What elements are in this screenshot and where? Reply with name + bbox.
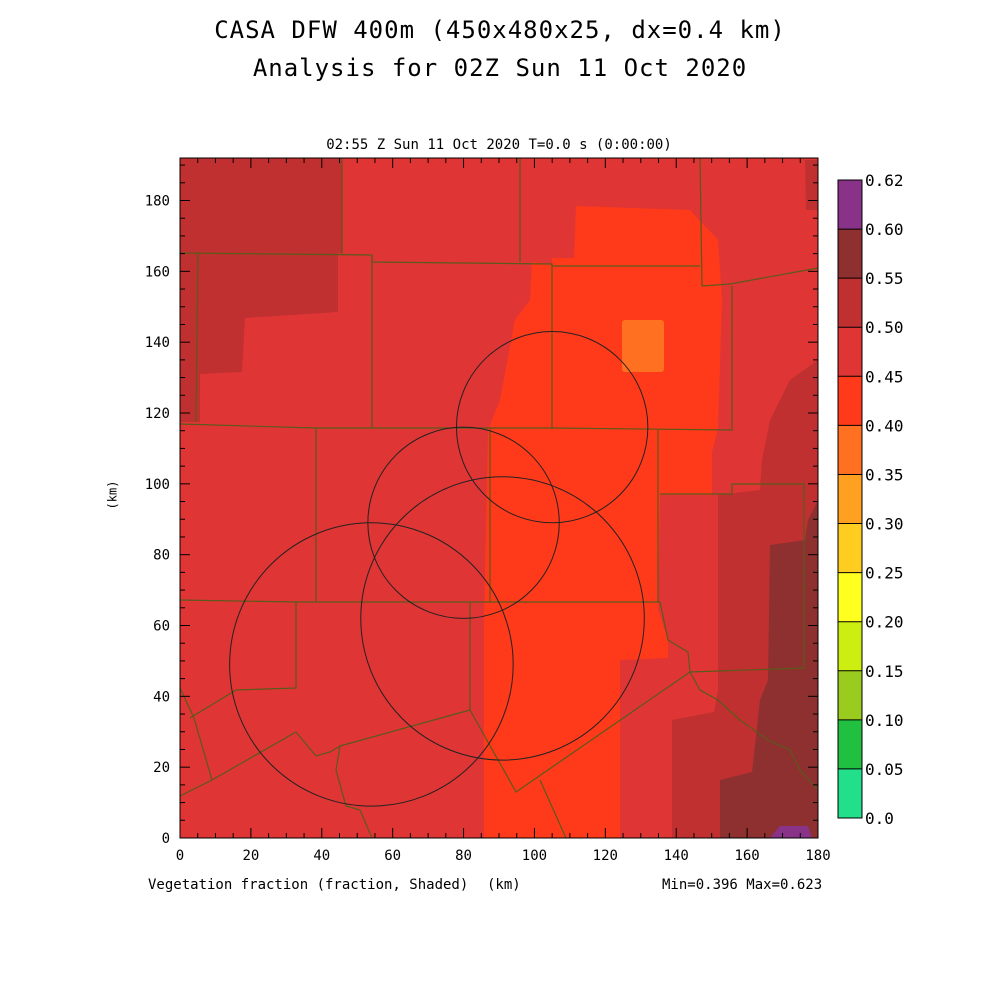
- range-ring: [229, 522, 514, 807]
- colorbar-band: [838, 327, 862, 377]
- y-axis-ticks: 0 20 40 60 80 100 120 140 160 180: [145, 164, 818, 847]
- colorbar-band: [838, 768, 862, 818]
- x-tick-label: 60: [384, 848, 401, 864]
- colorbar-band: [838, 621, 862, 671]
- x-tick-label: 120: [593, 848, 618, 864]
- colorbar-band: [838, 572, 862, 622]
- county-boundaries: [179, 157, 819, 839]
- colorbar-label: 0.10: [865, 711, 904, 730]
- county-line: [179, 779, 213, 797]
- variable-label: Vegetation fraction (fraction, Shaded): [148, 877, 469, 893]
- x-tick-label: 20: [242, 848, 259, 864]
- colorbar-label: 0.30: [865, 515, 904, 534]
- field-lowest-patch: [622, 320, 664, 372]
- county-line: [659, 601, 819, 791]
- x-tick-label: 140: [664, 848, 689, 864]
- colorbar-band: [838, 180, 862, 230]
- county-line: [660, 483, 805, 673]
- county-line: [195, 252, 199, 423]
- field-high-nw2: [180, 253, 200, 422]
- y-tick-label: 80: [153, 548, 170, 564]
- colorbar-band: [838, 523, 862, 573]
- colorbar-label: 0.60: [865, 220, 904, 239]
- colorbar-label: 0.05: [865, 760, 904, 779]
- county-line: [179, 264, 553, 429]
- y-tick-label: 40: [153, 689, 170, 705]
- colorbar-band: [838, 474, 862, 524]
- colorbar-label: 0.35: [865, 465, 904, 484]
- county-line: [179, 252, 700, 267]
- y-tick-label: 100: [145, 477, 170, 493]
- colorbar-band: [838, 719, 862, 769]
- y-tick-label: 160: [145, 264, 170, 280]
- y-tick-label: 120: [145, 406, 170, 422]
- colorbar-label: 0.55: [865, 269, 904, 288]
- min-max-label: Min=0.396 Max=0.623: [662, 877, 823, 893]
- colorbar-label: 0.25: [865, 564, 904, 583]
- x-tick-label: 40: [313, 848, 330, 864]
- x-tick-label: 180: [805, 848, 830, 864]
- field-high-ne: [805, 160, 818, 210]
- county-line: [189, 602, 297, 719]
- field-max: [770, 826, 812, 838]
- field-high-nw3: [200, 253, 338, 374]
- vegetation-field: [180, 158, 818, 838]
- colorbar-label: 0.0: [865, 809, 894, 828]
- colorbar-band: [838, 425, 862, 475]
- county-line: [551, 286, 733, 431]
- county-line: [539, 779, 567, 839]
- y-tick-label: 180: [145, 194, 170, 210]
- colorbar-label: 0.40: [865, 416, 904, 435]
- valid-time-label: 02:55 Z Sun 11 Oct 2020 T=0.0 s (0:00:00…: [326, 137, 672, 153]
- colorbar: 0.0 0.05 0.10 0.15 0.20 0.25 0.30 0.35 0.40 0.45 0…: [837, 171, 904, 828]
- colorbar-label: 0.15: [865, 662, 904, 681]
- chart-subtitle: Analysis for 02Z Sun 11 Oct 2020: [252, 54, 748, 82]
- colorbar-label: 0.62: [865, 171, 904, 190]
- colorbar-label: 0.50: [865, 318, 904, 337]
- colorbar-band: [838, 278, 862, 328]
- colorbar-label: 0.20: [865, 613, 904, 632]
- colorbar-band: [838, 670, 862, 720]
- colorbar-label: 0.45: [865, 367, 904, 386]
- y-tick-label: 0: [162, 831, 170, 847]
- county-line: [469, 671, 691, 793]
- x-tick-label: 160: [734, 848, 759, 864]
- field-high-nw: [180, 158, 342, 253]
- radar-range-rings: [229, 331, 649, 807]
- chart-title: CASA DFW 400m (450x480x25, dx=0.4 km): [214, 16, 786, 44]
- x-axis-ticks: 0 20 40 60 80 100 120 140 160 180: [176, 158, 831, 864]
- colorbar-band: [838, 229, 862, 279]
- x-tick-label: 80: [455, 848, 472, 864]
- county-line: [179, 687, 373, 839]
- x-tick-label: 0: [176, 848, 184, 864]
- county-line: [699, 157, 819, 287]
- x-tick-label: 100: [522, 848, 547, 864]
- colorbar-band: [838, 376, 862, 426]
- x-axis-label: (km): [487, 877, 521, 893]
- y-tick-label: 140: [145, 335, 170, 351]
- y-tick-label: 20: [153, 760, 170, 776]
- y-tick-label: 60: [153, 619, 170, 635]
- range-ring: [360, 476, 645, 761]
